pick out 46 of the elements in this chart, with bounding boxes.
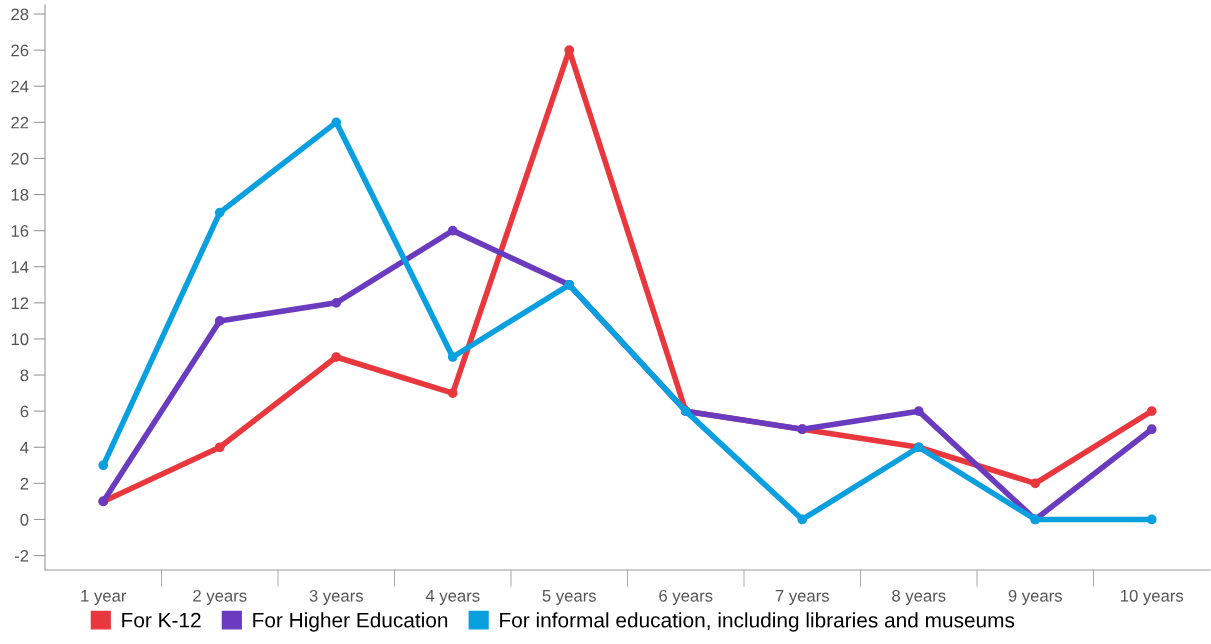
- y-tick-label: 0: [20, 513, 29, 526]
- legend-label: For K-12: [122, 612, 201, 628]
- y-tick-label: 2: [20, 477, 29, 490]
- legend-label: For Higher Education: [253, 612, 448, 632]
- y-tick-label: 6: [20, 405, 29, 418]
- point: [214, 316, 225, 326]
- x-tick-label: 5 years: [542, 590, 596, 605]
- y-tick-label: 20: [11, 152, 29, 165]
- x-tick-label: 4 years: [425, 590, 480, 605]
- y-tick-label: 24: [11, 80, 29, 93]
- y-tick-label: 16: [11, 225, 29, 237]
- point: [447, 352, 458, 362]
- y-tick-label: 22: [11, 116, 29, 129]
- x-tick-label: 10 years: [1121, 589, 1184, 605]
- point: [1146, 514, 1157, 525]
- x-tick-label: 9 years: [1008, 589, 1062, 605]
- x-tick-label: 7 years: [775, 590, 829, 605]
- point: [1146, 406, 1157, 417]
- y-tick-label: 14: [11, 261, 29, 273]
- y-tick-label: 18: [11, 188, 29, 201]
- legend-label: For informal education, including libraries and museums: [500, 612, 1015, 632]
- x-tick-label: 8 years: [892, 589, 946, 605]
- y-tick-label: 28: [11, 8, 29, 21]
- x-tick-label: 3 years: [309, 589, 363, 605]
- y-tick-label: -2: [14, 549, 29, 562]
- y-tick-label: 8: [20, 369, 29, 382]
- point: [447, 388, 458, 398]
- point: [331, 352, 342, 362]
- point: [1030, 478, 1041, 489]
- y-tick-label: 12: [11, 297, 29, 309]
- point: [447, 225, 458, 236]
- point: [98, 460, 109, 471]
- point: [214, 442, 225, 453]
- point: [797, 514, 808, 525]
- point: [1146, 424, 1157, 435]
- point: [214, 207, 225, 218]
- y-tick-label: 26: [11, 44, 29, 57]
- x-tick-label: 1 year: [81, 590, 127, 605]
- point: [564, 45, 575, 55]
- point: [331, 297, 342, 308]
- point: [331, 117, 342, 128]
- point: [913, 406, 924, 417]
- x-tick-label: 2 years: [193, 589, 247, 605]
- y-tick-label: 10: [11, 333, 29, 346]
- x-tick-label: 6 years: [659, 589, 713, 605]
- y-tick-label: 4: [20, 441, 29, 454]
